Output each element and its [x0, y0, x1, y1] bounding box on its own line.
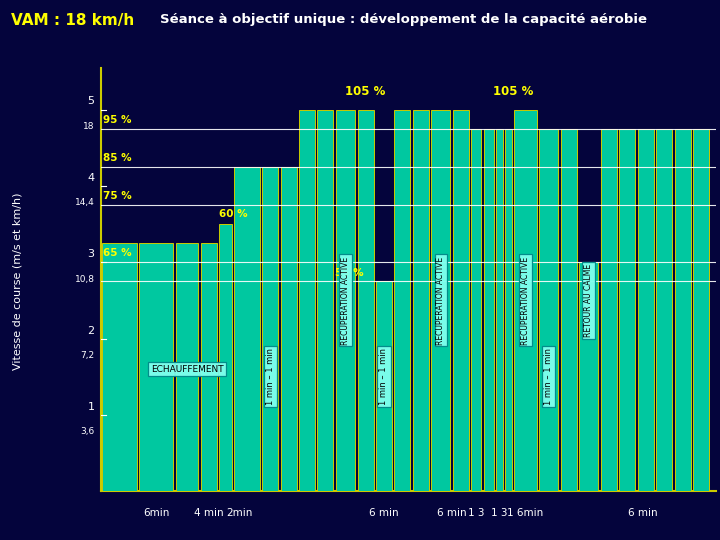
Bar — [656, 129, 672, 491]
Text: ECHAUFFEMENT: ECHAUFFEMENT — [150, 364, 223, 374]
Text: RECUPERATION ACTIVE: RECUPERATION ACTIVE — [436, 256, 446, 345]
Text: 105 %: 105 % — [493, 85, 534, 98]
Text: 14,4: 14,4 — [75, 198, 94, 207]
Text: 4 min: 4 min — [194, 508, 223, 518]
Bar — [299, 110, 315, 491]
Bar — [600, 129, 616, 491]
Text: 5: 5 — [88, 97, 94, 106]
Bar — [376, 281, 392, 491]
Text: 2min: 2min — [226, 508, 253, 518]
Text: RECUPERATION ACTIVE: RECUPERATION ACTIVE — [521, 256, 530, 345]
Text: 95 %: 95 % — [103, 115, 131, 125]
Bar — [539, 129, 558, 491]
Text: 105 %: 105 % — [346, 85, 386, 98]
Text: 1: 1 — [88, 402, 94, 412]
Bar — [336, 110, 355, 491]
Bar — [395, 110, 410, 491]
Text: Vitesse de course (m/s et km/h): Vitesse de course (m/s et km/h) — [13, 193, 23, 370]
Text: 1 3: 1 3 — [492, 508, 508, 518]
Text: VAM : 18 km/h: VAM : 18 km/h — [11, 14, 134, 29]
Text: RETOUR AU CALME: RETOUR AU CALME — [584, 264, 593, 337]
Bar — [561, 129, 577, 491]
Text: 18: 18 — [83, 122, 94, 131]
Text: RECUPERATION ACTIVE: RECUPERATION ACTIVE — [341, 256, 350, 345]
Text: 6min: 6min — [143, 508, 169, 518]
Text: 1 min – 1 min: 1 min – 1 min — [544, 348, 553, 406]
Text: 3,6: 3,6 — [81, 427, 94, 436]
Bar — [139, 243, 174, 491]
Text: 3: 3 — [88, 249, 94, 259]
Text: 4: 4 — [88, 173, 94, 183]
Text: 7,2: 7,2 — [81, 351, 94, 360]
Text: Séance à objectif unique : développement de la capacité aérobie: Séance à objectif unique : développement… — [160, 14, 647, 26]
Text: 1 3: 1 3 — [468, 508, 485, 518]
Text: 85 %: 85 % — [103, 153, 131, 163]
Bar — [505, 129, 512, 491]
Bar — [472, 129, 481, 491]
Bar — [358, 110, 374, 491]
Text: 6 min: 6 min — [369, 508, 399, 518]
Text: 75 %: 75 % — [103, 191, 131, 201]
Bar — [675, 129, 690, 491]
Text: 6 min: 6 min — [437, 508, 467, 518]
Bar — [235, 167, 260, 491]
Bar — [693, 129, 709, 491]
Bar — [431, 110, 451, 491]
Text: 1 min – 1 min: 1 min – 1 min — [266, 348, 274, 406]
Bar — [201, 243, 217, 491]
Text: 65 %: 65 % — [103, 248, 131, 259]
Bar — [638, 129, 654, 491]
Bar — [484, 129, 493, 491]
Bar — [318, 110, 333, 491]
Bar — [413, 110, 429, 491]
Text: 60 %: 60 % — [219, 209, 248, 219]
Bar — [176, 243, 198, 491]
Text: 1 min – 1 min: 1 min – 1 min — [379, 348, 389, 406]
Bar — [281, 167, 297, 491]
Bar — [453, 110, 469, 491]
Text: 2: 2 — [88, 326, 94, 335]
Bar — [262, 167, 278, 491]
Bar — [102, 243, 137, 491]
Bar — [619, 129, 635, 491]
Text: 6 min: 6 min — [628, 508, 657, 518]
Text: 10,8: 10,8 — [75, 274, 94, 284]
Text: 55 %: 55 % — [335, 267, 364, 278]
Text: 1 6min: 1 6min — [508, 508, 544, 518]
Bar — [579, 262, 598, 491]
Bar — [496, 129, 503, 491]
Bar — [515, 110, 536, 491]
Bar — [219, 224, 232, 491]
